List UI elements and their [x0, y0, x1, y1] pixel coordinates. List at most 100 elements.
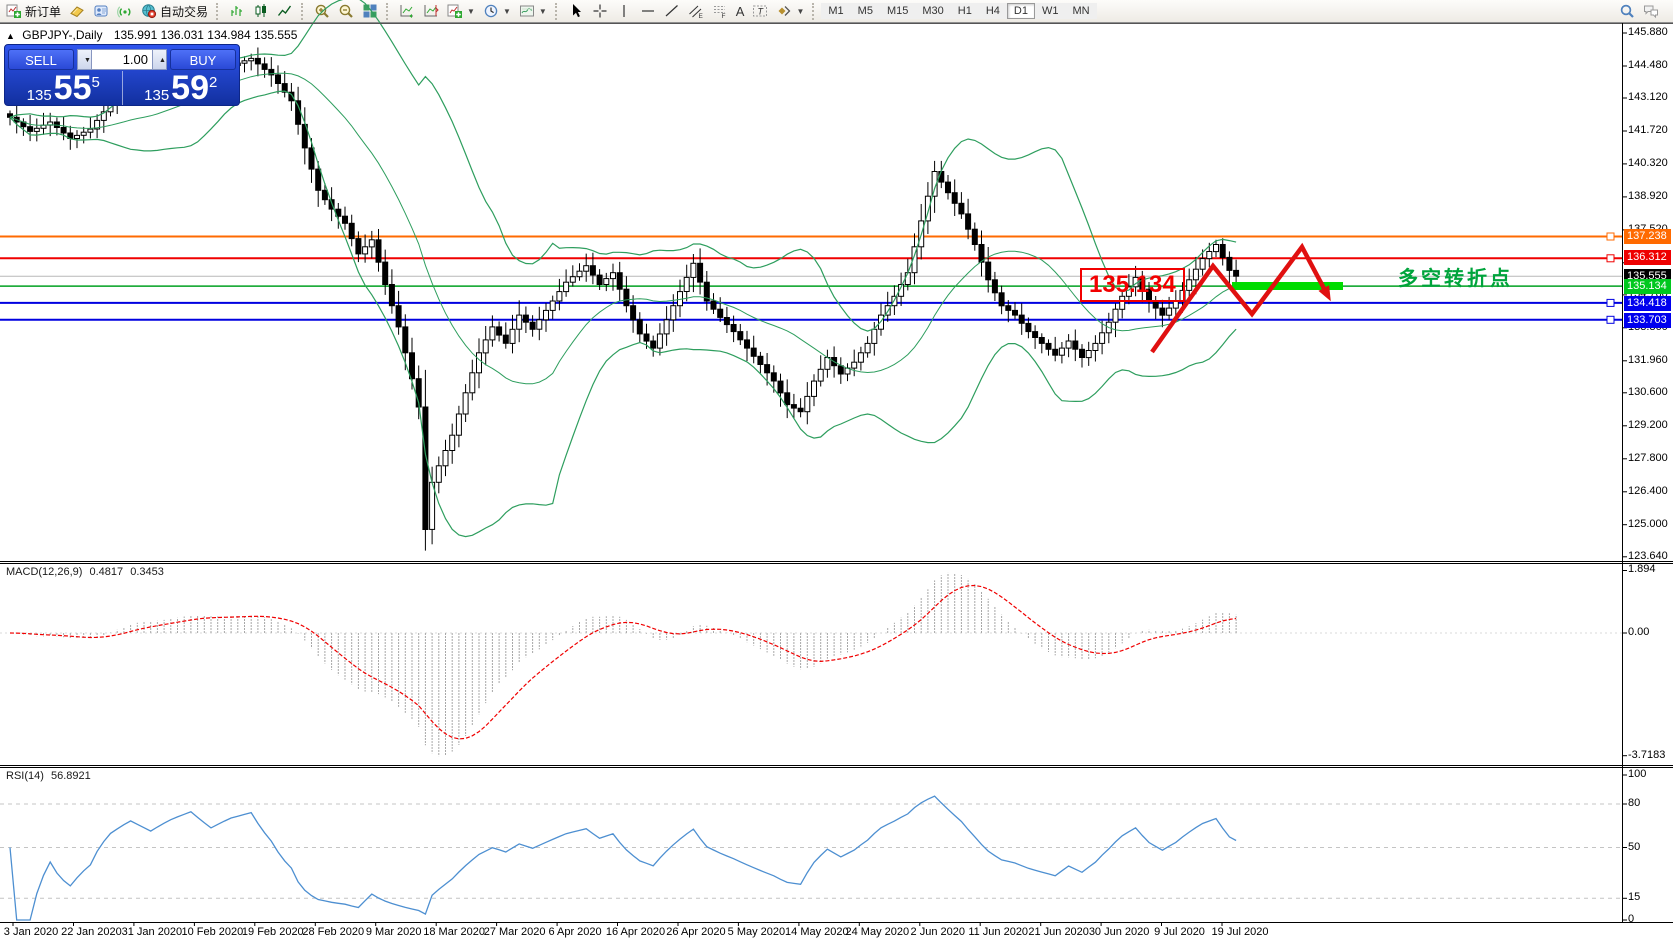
- text-tool-button[interactable]: A: [732, 1, 749, 21]
- date-axis-label: 16 Apr 2020: [605, 926, 666, 938]
- timeframe-m30-button[interactable]: M30: [915, 3, 951, 19]
- signals-icon: [117, 3, 133, 19]
- buy-button[interactable]: BUY: [170, 48, 236, 70]
- fibonacci-tool-button[interactable]: F: [708, 1, 732, 21]
- auto-trading-button[interactable]: 自动交易: [137, 1, 212, 21]
- date-axis-label: 26 Apr 2020: [666, 926, 726, 938]
- price-callout-label[interactable]: 135.134: [1080, 268, 1185, 302]
- date-axis-label: 21 Jun 2020: [1028, 926, 1089, 938]
- turning-point-note[interactable]: 多空转折点: [1398, 266, 1513, 290]
- rsi-axis-tick: 0: [1628, 913, 1635, 925]
- price-axis-tick: 144.480: [1628, 58, 1668, 71]
- sell-price[interactable]: 135 55 5: [5, 71, 122, 105]
- dropdown-arrow-icon: ▼: [502, 6, 511, 16]
- date-axis-label: 14 May 2020: [785, 926, 849, 938]
- timeframe-m15-button[interactable]: M15: [879, 3, 916, 19]
- auto-scroll-icon: [399, 3, 415, 19]
- date-axis-label: 22 Jan 2020: [61, 926, 122, 938]
- svg-text:F: F: [721, 13, 725, 19]
- search-icon: [1619, 3, 1635, 19]
- horizontal-line-tool-button[interactable]: [636, 1, 660, 21]
- price-badge: 137.238: [1624, 228, 1671, 244]
- price-badge: 136.312: [1624, 249, 1671, 265]
- timeframe-mn-button[interactable]: MN: [1065, 3, 1097, 19]
- timeframe-d1-button[interactable]: D1: [1006, 3, 1035, 19]
- signals-button[interactable]: [113, 1, 137, 21]
- buy-price-prefix: 135: [144, 87, 170, 104]
- timeframe-h4-button[interactable]: H4: [978, 3, 1007, 19]
- text-label-tool-button[interactable]: T: [748, 1, 772, 21]
- crosshair-tool-button[interactable]: [588, 1, 612, 21]
- sell-price-prefix: 135: [26, 87, 52, 104]
- volume-decrease-button[interactable]: ▼: [77, 48, 92, 70]
- svg-text:E: E: [698, 13, 703, 19]
- sell-button[interactable]: SELL: [8, 48, 74, 70]
- buy-price[interactable]: 135 59 2: [121, 69, 240, 108]
- market-watch-icon: [69, 3, 85, 19]
- line-chart-button[interactable]: [273, 1, 297, 21]
- toolbar-separator: [386, 2, 391, 20]
- timeframe-h1-button[interactable]: H1: [950, 3, 979, 19]
- arrows-tool-button[interactable]: ▼: [772, 1, 808, 21]
- cursor-tool-button[interactable]: [564, 1, 588, 21]
- zoom-in-icon: [314, 3, 330, 19]
- line-chart-icon: [277, 3, 293, 19]
- buy-price-big: 59: [171, 69, 209, 108]
- volume-stepper: ▼ ▲: [77, 48, 167, 70]
- rsi-indicator-label: RSI(14) 56.8921: [6, 770, 91, 782]
- date-axis-label: 6 Apr 2020: [548, 926, 602, 938]
- chart-symbol-period: GBPJPY-,Daily: [22, 28, 103, 42]
- periods-button[interactable]: ▼: [479, 1, 515, 21]
- horizontal-line-icon: [640, 3, 656, 19]
- buy-price-sup: 2: [209, 74, 218, 91]
- new-order-label: 新订单: [25, 4, 62, 19]
- date-axis-label: 11 Jun 2020: [968, 926, 1029, 938]
- candlestick-chart-button[interactable]: [249, 1, 273, 21]
- timeframe-m5-button[interactable]: M5: [850, 3, 880, 19]
- templates-button[interactable]: ▼: [515, 1, 551, 21]
- chart-ohlc-values: 135.991 136.031 134.984 135.555: [113, 28, 298, 42]
- timeframe-m1-button[interactable]: M1: [821, 3, 851, 19]
- zoom-in-button[interactable]: [310, 1, 334, 21]
- sell-price-sup: 5: [91, 74, 100, 91]
- price-axis-tick: 145.880: [1628, 26, 1668, 38]
- toolbar-separator: [554, 2, 560, 20]
- zoom-out-button[interactable]: [334, 1, 358, 21]
- market-watch-button[interactable]: [65, 1, 89, 21]
- indicators-button[interactable]: ▼: [443, 1, 479, 21]
- chart-title: ▲ GBPJPY-,Daily 135.991 136.031 134.984 …: [6, 28, 297, 42]
- toolbar-separator: [812, 2, 817, 20]
- macd-axis-tick: 0.00: [1628, 626, 1650, 638]
- profiles-button[interactable]: [89, 1, 113, 21]
- new-order-button[interactable]: 新订单: [2, 1, 65, 21]
- volume-input[interactable]: [92, 48, 152, 70]
- date-axis-label: 28 Feb 2020: [302, 926, 365, 938]
- search-button[interactable]: [1615, 1, 1639, 21]
- rsi-value: 56.8921: [50, 770, 91, 782]
- text-tool-label: A: [735, 3, 745, 19]
- bar-chart-button[interactable]: [225, 1, 249, 21]
- indicators-icon: [447, 3, 463, 19]
- auto-scroll-button[interactable]: [395, 1, 419, 21]
- timeframe-w1-button[interactable]: W1: [1034, 3, 1066, 19]
- dropdown-arrow-icon: ▼: [796, 6, 805, 16]
- date-axis-label: 10 Feb 2020: [181, 926, 244, 938]
- price-axis-tick: 143.120: [1628, 90, 1668, 103]
- trendline-tool-button[interactable]: [660, 1, 684, 21]
- rsi-axis-tick: 80: [1628, 797, 1641, 809]
- zoom-out-icon: [338, 3, 354, 19]
- price-axis-tick: 141.720: [1628, 123, 1668, 136]
- chart-shift-button[interactable]: [419, 1, 443, 21]
- community-chat-button[interactable]: [1639, 1, 1663, 21]
- date-axis-label: 24 May 2020: [845, 926, 910, 938]
- toolbar: 新订单 自动交易 ▼ ▼ ▼ E: [0, 0, 1673, 23]
- trendline-icon: [664, 3, 680, 19]
- channel-tool-button[interactable]: E: [684, 1, 708, 21]
- vertical-line-tool-button[interactable]: [612, 1, 636, 21]
- dropdown-arrow-icon: ▼: [538, 6, 547, 16]
- price-axis-tick: 129.200: [1628, 418, 1668, 431]
- date-axis-label: 31 Jan 2020: [121, 926, 183, 938]
- volume-increase-button[interactable]: ▲: [152, 48, 167, 70]
- price-axis-tick: 126.400: [1628, 484, 1668, 497]
